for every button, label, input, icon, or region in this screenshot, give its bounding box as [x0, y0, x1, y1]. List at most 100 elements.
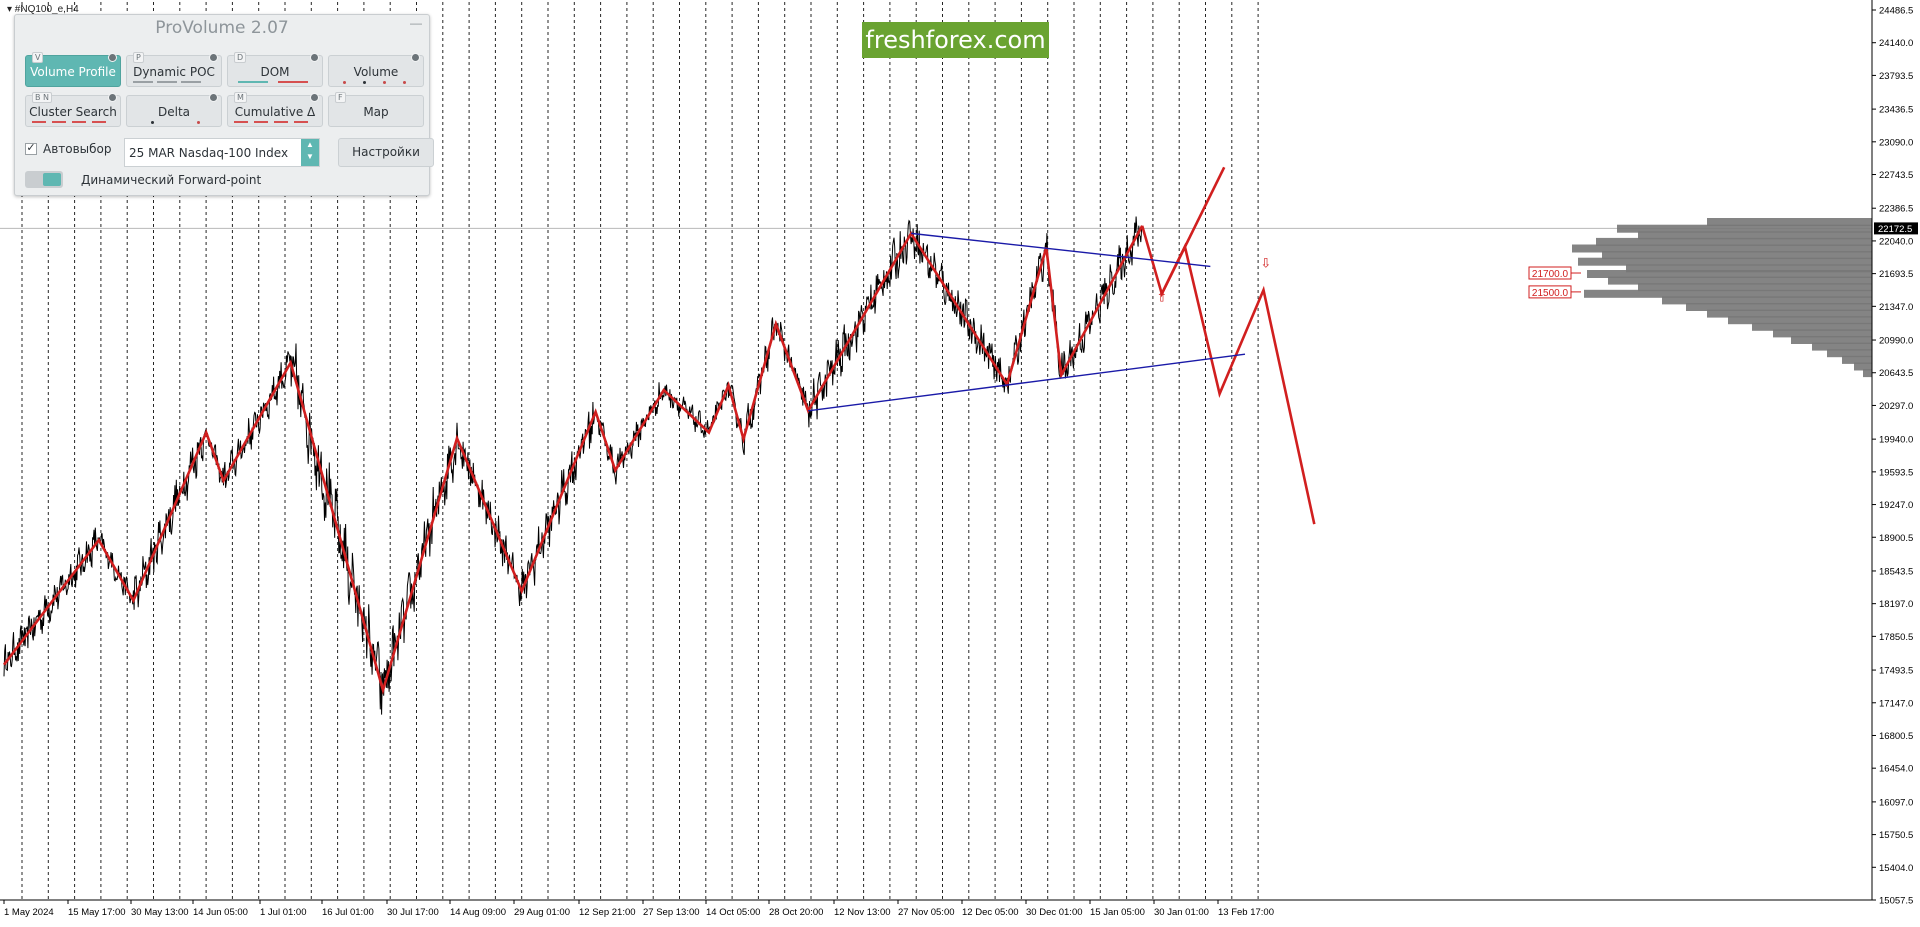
profile-bar: [1617, 224, 1872, 233]
down-arrow-icon: ⇩: [1260, 256, 1271, 271]
hotkey-badge: F: [335, 92, 346, 103]
y-tick-label: 17147.0: [1879, 698, 1913, 709]
gear-icon[interactable]: [411, 53, 420, 62]
forecast-up-line: [1160, 166, 1226, 295]
y-tick-label: 24140.0: [1879, 38, 1913, 49]
gear-icon[interactable]: [209, 53, 218, 62]
profile-bar: [1638, 231, 1872, 240]
indicator-icon: [294, 121, 308, 123]
profile-bar: [1602, 251, 1872, 260]
instrument-select[interactable]: 25 MAR Nasdaq-100 Index ▲ ▼: [124, 138, 320, 167]
settings-button[interactable]: Настройки: [338, 138, 434, 167]
x-tick-label: 15 Jan 05:00: [1090, 907, 1145, 918]
indicator-icon: [363, 81, 366, 84]
delta-button[interactable]: Delta: [126, 93, 222, 127]
y-tick-label: 21693.5: [1879, 269, 1913, 280]
provolume-panel: ProVolume 2.07 — V Volume Profile P Dyna…: [14, 14, 434, 196]
hotkey-badge: M: [234, 92, 247, 103]
indicator-icon: [151, 121, 154, 124]
y-tick-label: 22743.5: [1879, 170, 1913, 181]
annotations: ⇧ ⇩ 21700.0 21500.0: [1156, 256, 1581, 305]
map-button[interactable]: F Map: [328, 92, 424, 127]
profile-bar: [1662, 296, 1872, 305]
indicator-icon: [343, 81, 346, 84]
forecast-down-line: [1140, 225, 1316, 525]
x-tick-label: 29 Aug 01:00: [514, 907, 570, 918]
volume-profile: [1572, 218, 1872, 378]
x-tick-label: 30 Jan 01:00: [1154, 907, 1209, 918]
gear-icon[interactable]: [310, 93, 319, 102]
x-tick-label: 30 Jul 17:00: [387, 907, 439, 918]
profile-bar: [1827, 349, 1872, 358]
indicator-icon: [234, 121, 248, 123]
y-tick-label: 15057.5: [1879, 896, 1913, 907]
channel-lower-line: [808, 353, 1246, 412]
volume-button[interactable]: Volume: [328, 53, 424, 87]
profile-bar: [1587, 270, 1872, 278]
x-tick-label: 27 Sep 13:00: [643, 907, 700, 918]
panel-title: ProVolume 2.07: [155, 18, 289, 38]
autoselect-checkbox[interactable]: ✓: [25, 142, 37, 155]
price-series: [3, 216, 1143, 715]
y-tick-label: 24486.5: [1879, 6, 1913, 17]
y-tick-label: 17850.5: [1879, 632, 1913, 643]
profile-bar: [1608, 276, 1872, 285]
price-line: [3, 216, 1143, 715]
vertical-grid: [0, 2, 1872, 900]
y-tick-label: 15404.0: [1879, 863, 1913, 874]
volume-profile-button[interactable]: V Volume Profile: [25, 52, 121, 87]
x-tick-label: 14 Jun 05:00: [193, 907, 248, 918]
profile-bar: [1752, 322, 1872, 331]
profile-bar: [1842, 355, 1872, 364]
gear-icon[interactable]: [209, 93, 218, 102]
profile-bar: [1572, 244, 1872, 253]
button-label: Delta: [157, 105, 190, 119]
profile-bar: [1854, 362, 1872, 371]
indicator-icon: [52, 121, 66, 123]
indicator-icon: [274, 121, 288, 123]
indicator-icon: [72, 121, 86, 123]
triangle-channel: [808, 232, 1246, 412]
indicator-icon: [56, 81, 76, 83]
profile-bar: [1686, 303, 1872, 311]
symbol-label[interactable]: ▾ #NQ100_e,H4: [7, 4, 79, 15]
gear-icon[interactable]: [108, 93, 117, 102]
x-tick-label: 30 Dec 01:00: [1026, 907, 1083, 918]
gear-icon[interactable]: [310, 53, 319, 62]
profile-bar: [1707, 218, 1872, 226]
minimize-icon[interactable]: —: [410, 16, 422, 30]
profile-bar: [1812, 342, 1872, 351]
indicator-icon: [157, 81, 177, 83]
indicator-icon: [197, 121, 200, 124]
cluster-search-button[interactable]: B N Cluster Search: [25, 92, 121, 127]
spinner-icon[interactable]: ▲ ▼: [301, 139, 319, 166]
freshforex-logo: freshforex.com: [862, 22, 1049, 58]
indicator-icon: [254, 121, 268, 123]
dynamic-poc-button[interactable]: P Dynamic POC: [126, 52, 222, 87]
profile-bar: [1773, 329, 1872, 338]
y-tick-label: 18900.5: [1879, 533, 1913, 544]
x-tick-label: 1 Jul 01:00: [260, 907, 306, 918]
indicator-icon: [238, 81, 268, 83]
y-tick-label: 15750.5: [1879, 830, 1913, 841]
x-tick-label: 13 Feb 17:00: [1218, 907, 1274, 918]
x-tick-label: 1 May 2024: [4, 907, 54, 918]
hotkey-badge: B N: [32, 92, 53, 103]
x-tick-label: 16 Jul 01:00: [322, 907, 374, 918]
button-label: Cluster Search: [29, 105, 117, 119]
button-label: Dynamic POC: [133, 65, 215, 79]
dom-button[interactable]: D DOM: [227, 52, 323, 87]
forward-point-toggle[interactable]: [25, 171, 63, 188]
x-tick-label: 12 Sep 21:00: [579, 907, 636, 918]
indicator-icon: [278, 81, 308, 83]
x-tick-label: 12 Nov 13:00: [834, 907, 891, 918]
x-tick-label: 30 May 13:00: [131, 907, 189, 918]
level-label: 21700.0: [1532, 269, 1569, 280]
cumulative-delta-button[interactable]: M Cumulative Δ: [227, 92, 323, 127]
gear-icon[interactable]: [108, 53, 117, 62]
y-tick-label: 22386.5: [1879, 204, 1913, 215]
current-price-badge: [1874, 222, 1918, 235]
indicator-icon: [133, 81, 153, 83]
